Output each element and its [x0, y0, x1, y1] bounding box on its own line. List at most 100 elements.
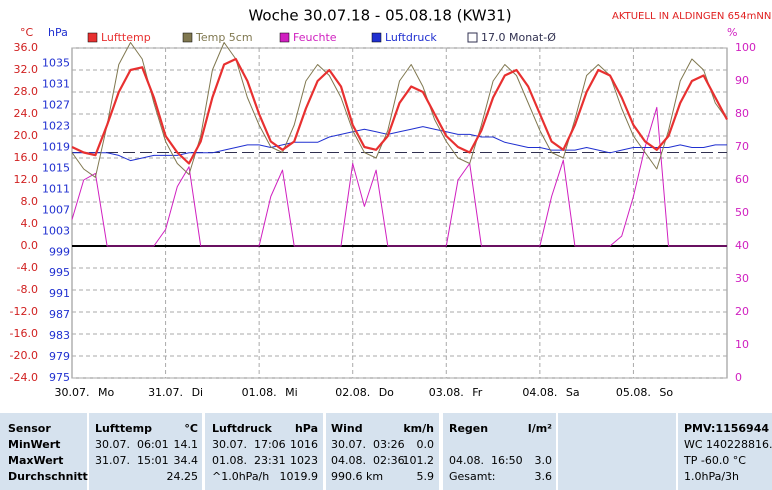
unit: °C [184, 422, 198, 435]
y3-tick-label: 80 [735, 107, 749, 120]
cell: 1023 [290, 454, 318, 467]
y2-tick-label: 1011 [42, 182, 70, 195]
x-tick-label: 04.08. [522, 386, 557, 399]
x-tick-label: Mi [285, 386, 298, 399]
y-tick-label: 32.0 [14, 63, 39, 76]
cell: 3.0 [534, 454, 553, 467]
y3-tick-label: 10 [735, 338, 749, 351]
legend-swatch [467, 32, 478, 43]
x-tick-label: Di [192, 386, 204, 399]
y2-tick-label: 1027 [42, 99, 70, 112]
panel [0, 413, 87, 490]
cell: 0.0 [416, 438, 435, 451]
y2-tick-label: 1019 [42, 141, 70, 154]
x-tick-label: Sa [566, 386, 580, 399]
chart-subtitle: AKTUELL IN ALDINGEN 654mNN [612, 11, 771, 22]
cell: 01.08. 23:31 [212, 454, 286, 467]
y3-tick-label: 0 [735, 371, 742, 384]
y-tick-label: 24.0 [14, 107, 39, 120]
y-tick-label: 36.0 [14, 41, 39, 54]
y2-tick-label: 1035 [42, 57, 70, 70]
chart: Woche 30.07.18 - 05.08.18 (KW31) AKTUELL… [10, 7, 772, 400]
header: Wind [331, 422, 363, 435]
legend-swatch [279, 32, 290, 43]
y2-tick-label: 1007 [42, 203, 70, 216]
y2-tick-label: 999 [49, 245, 70, 258]
legend-swatch [87, 32, 98, 43]
cell: 3.6 [534, 470, 553, 483]
cell: 1019.9 [279, 470, 319, 483]
row-label: Durchschnitt [8, 470, 88, 483]
cell: 31.07. 15:01 [95, 454, 169, 467]
cell: 30.07. 17:06 [212, 438, 286, 451]
y2-tick-label: 983 [49, 329, 70, 342]
header: Luftdruck [212, 422, 272, 435]
legend-swatch [182, 32, 193, 43]
header: Sensor [8, 422, 51, 435]
cell: 5.9 [416, 470, 435, 483]
y-tick-label: 8.0 [21, 195, 39, 208]
y3-tick-label: 20 [735, 305, 749, 318]
y-tick-label: 28.0 [14, 85, 39, 98]
header: PMV:1156944 [684, 422, 770, 435]
legend-label: Temp 5cm [195, 31, 253, 44]
y3-tick-label: 40 [735, 239, 749, 252]
y2-tick-label: 1015 [42, 161, 70, 174]
unit: km/h [403, 422, 434, 435]
unit: hPa [294, 422, 318, 435]
y2-tick-label: 991 [49, 287, 70, 300]
y-tick-label: 0.0 [21, 239, 39, 252]
cell: 1016 [290, 438, 318, 451]
panel [678, 413, 772, 490]
legend-label: 17.0 Monat-Ø [481, 31, 556, 44]
x-tick-label: Fr [472, 386, 483, 399]
y2-tick-label: 1023 [42, 120, 70, 133]
y-tick-label: 20.0 [14, 129, 39, 142]
y2-tick-label: 1031 [42, 78, 70, 91]
panel [326, 413, 439, 490]
panel [443, 413, 556, 490]
legend-label: Feuchte [293, 31, 337, 44]
y-tick-label: -16.0 [10, 327, 38, 340]
y-tick-label: 16.0 [14, 151, 39, 164]
cell: 1.0hPa/3h [684, 470, 740, 483]
cell: 34.4 [173, 454, 199, 467]
y2-tick-label: 987 [49, 308, 70, 321]
chart-title: Woche 30.07.18 - 05.08.18 (KW31) [248, 7, 511, 25]
y3-axis-label: % [727, 26, 737, 39]
y2-tick-label: 979 [49, 350, 70, 363]
row-label: MaxWert [8, 454, 64, 467]
header: Lufttemp [95, 422, 152, 435]
cell: ^1.0hPa/h [212, 470, 270, 483]
y2-tick-label: 975 [49, 371, 70, 384]
x-tick-label: So [659, 386, 673, 399]
cell: 04.08. 16:50 [449, 454, 523, 467]
x-tick-label: 05.08. [616, 386, 651, 399]
y3-tick-label: 60 [735, 173, 749, 186]
y2-tick-label: 1003 [42, 224, 70, 237]
x-tick-label: 02.08. [335, 386, 370, 399]
stats-table: Sensor Lufttemp °C Luftdruck hPa Wind km… [0, 413, 772, 490]
legend-label: Luftdruck [385, 31, 437, 44]
x-tick-label: Mo [98, 386, 114, 399]
series-line [71, 57, 728, 165]
y2-tick-label: 995 [49, 266, 70, 279]
panel [558, 413, 676, 490]
legend-label: Lufttemp [101, 31, 151, 44]
y-tick-label: -12.0 [10, 305, 38, 318]
cell: TP -60.0 °C [684, 454, 746, 467]
legend-swatch [371, 32, 382, 43]
x-tick-label: 30.07. [55, 386, 90, 399]
y3-tick-label: 90 [735, 74, 749, 87]
y-tick-label: -24.0 [10, 371, 38, 384]
cell: 14.1 [173, 438, 199, 451]
row-label: MinWert [8, 438, 61, 451]
x-tick-label: 03.08. [429, 386, 464, 399]
x-tick-label: 31.07. [148, 386, 183, 399]
cell: WC 140228816.0 [684, 438, 772, 451]
y3-tick-label: 30 [735, 272, 749, 285]
series-line [71, 42, 728, 178]
y3-tick-label: 70 [735, 140, 749, 153]
cell: 30.07. 03:26 [331, 438, 405, 451]
